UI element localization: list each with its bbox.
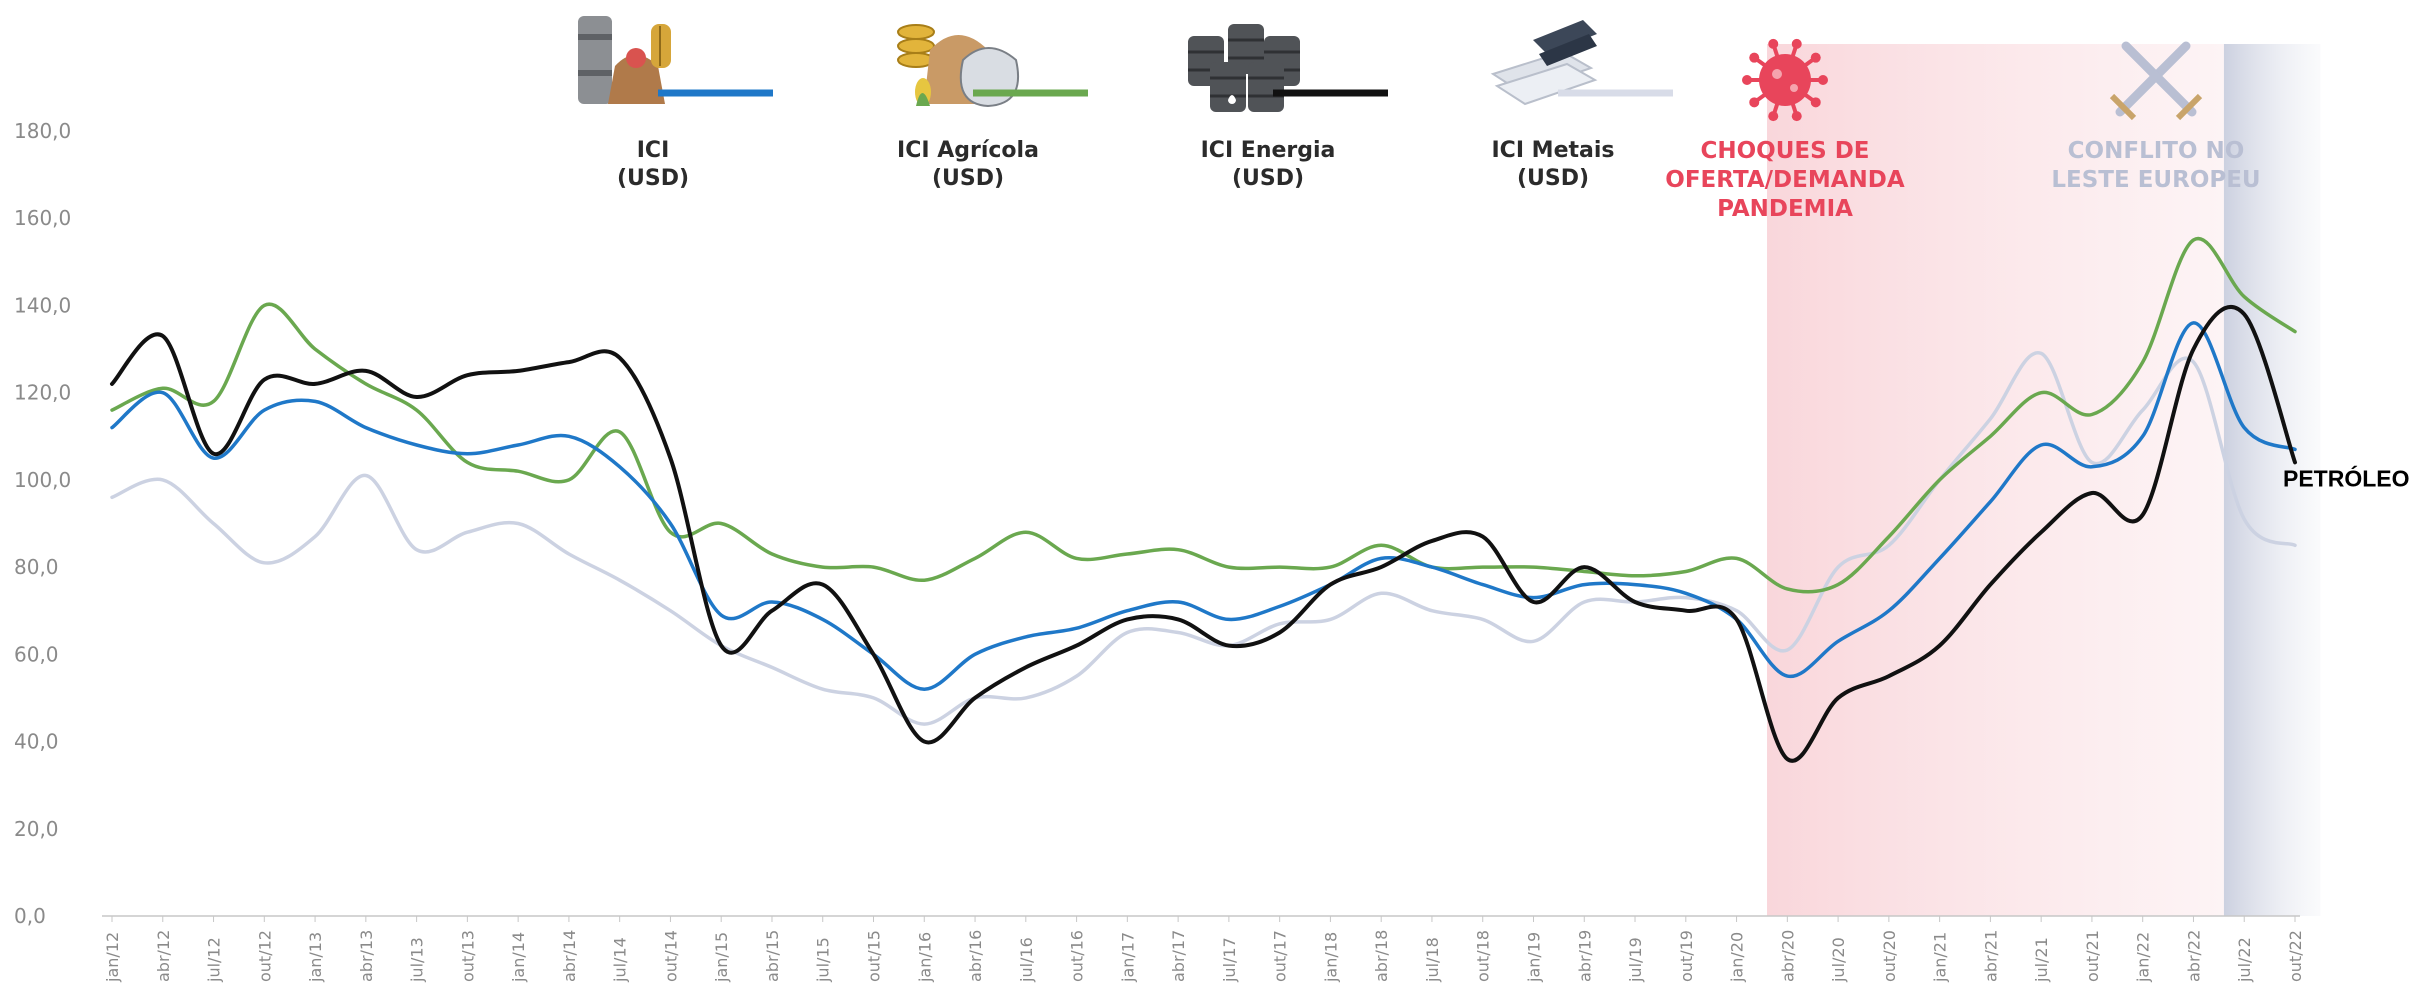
- y-tick-label: 140,0: [14, 293, 71, 317]
- period-bands: [1767, 44, 2321, 916]
- x-tick-label: abr/21: [1981, 930, 2000, 982]
- x-axis: jan/12 abr/12 jul/12 out/12 jan/13 abr/13 jul/…: [102, 915, 2305, 983]
- series-line-ici-agricola: [110, 236, 2297, 594]
- x-tick-label: jul/13: [408, 937, 427, 983]
- x-tick-label: abr/15: [763, 930, 782, 982]
- y-tick-label: 20,0: [14, 817, 59, 841]
- y-tick-label: 120,0: [14, 381, 71, 405]
- x-tick-label: out/14: [661, 930, 680, 982]
- virus-icon: [1742, 38, 1828, 122]
- x-tick-label: jan/22: [2134, 932, 2153, 983]
- legend-label: ICI Agrícola: [897, 138, 1039, 163]
- x-tick-label: out/16: [1068, 930, 1087, 982]
- y-tick-label: 160,0: [14, 206, 71, 230]
- x-tick-label: abr/19: [1575, 930, 1594, 982]
- food-basket-barrels-icon: [578, 16, 671, 104]
- period-label-line: PANDEMIA: [1717, 196, 1853, 222]
- x-tick-label: jul/16: [1017, 937, 1036, 983]
- x-tick-label: abr/18: [1372, 930, 1391, 982]
- period-label-line: LESTE EUROPEU: [2051, 167, 2260, 193]
- x-tick-label: jan/17: [1118, 932, 1137, 983]
- x-tick-label: jan/21: [1931, 932, 1950, 983]
- x-tick-label: out/12: [255, 930, 274, 982]
- x-tick-label: abr/20: [1778, 930, 1797, 982]
- x-tick-label: jan/12: [103, 932, 122, 983]
- legend-item-ici: ICI (USD): [578, 16, 773, 191]
- series-line-ici: [110, 321, 2297, 691]
- y-tick-label: 40,0: [14, 730, 59, 754]
- x-tick-label: jul/12: [205, 937, 224, 983]
- x-tick-label: jul/18: [1423, 937, 1442, 983]
- legend-item-ici-energia: ICI Energia (USD): [1188, 24, 1388, 191]
- legend-label: ICI Energia: [1201, 138, 1336, 163]
- legend: ICI (USD) ICI Agrícola (USD) ICI Energia (USD…: [578, 16, 1673, 191]
- y-tick-label: 0,0: [14, 904, 46, 928]
- series-line-ici-metais: [110, 351, 2297, 726]
- legend-label: ICI Metais: [1492, 138, 1615, 163]
- x-tick-label: jul/19: [1626, 937, 1645, 983]
- x-tick-label: abr/22: [2184, 930, 2203, 982]
- x-tick-label: jan/16: [915, 932, 934, 983]
- agricultural-commodities-icon: [897, 24, 1020, 108]
- end-label-petroleo: PETRÓLEO: [2283, 464, 2410, 491]
- legend-item-ici-metais: ICI Metais (USD): [1490, 20, 1673, 191]
- period-label-line: CHOQUES DE: [1701, 138, 1870, 164]
- series-line-ici-energia: [110, 305, 2297, 763]
- x-tick-label: out/13: [458, 930, 477, 982]
- legend-label-unit: (USD): [932, 166, 1004, 191]
- x-tick-label: out/22: [2286, 930, 2305, 982]
- x-tick-label: out/20: [1880, 930, 1899, 982]
- x-tick-label: abr/17: [1169, 930, 1188, 982]
- period-label-pandemia: CHOQUES DE OFERTA/DEMANDA PANDEMIA: [1665, 38, 1905, 222]
- x-tick-label: abr/12: [154, 930, 173, 982]
- metal-bars-icon: [1490, 20, 1598, 106]
- x-tick-label: jan/13: [306, 932, 325, 983]
- oil-barrels-icon: [1188, 24, 1300, 112]
- legend-label-unit: (USD): [617, 166, 689, 191]
- x-tick-label: abr/14: [560, 930, 579, 982]
- x-tick-label: abr/13: [357, 930, 376, 982]
- x-tick-label: jul/21: [2032, 937, 2051, 983]
- legend-label: ICI: [637, 138, 670, 163]
- y-tick-label: 100,0: [14, 468, 71, 492]
- x-tick-label: jul/15: [814, 937, 833, 983]
- x-tick-label: jul/20: [1829, 937, 1848, 983]
- period-labels: CHOQUES DE OFERTA/DEMANDA PANDEMIA CONFLITO…: [1665, 38, 2261, 222]
- x-tick-label: out/21: [2083, 930, 2102, 982]
- y-tick-label: 180,0: [14, 119, 71, 143]
- y-tick-label: 60,0: [14, 642, 59, 666]
- crossed-swords-icon: [2109, 41, 2203, 121]
- y-axis: 0,0 20,0 40,0 60,0 80,0 100,0 120,0 140,0 160,0 1…: [14, 119, 71, 928]
- period-band-conflito: [2223, 44, 2321, 916]
- x-tick-label: jul/17: [1220, 937, 1239, 983]
- x-tick-label: jan/18: [1321, 932, 1340, 983]
- legend-label-unit: (USD): [1517, 166, 1589, 191]
- period-label-line: OFERTA/DEMANDA: [1665, 167, 1905, 193]
- x-tick-label: jan/19: [1524, 932, 1543, 983]
- legend-label-unit: (USD): [1232, 166, 1304, 191]
- x-tick-label: out/18: [1474, 930, 1493, 982]
- x-tick-label: out/19: [1677, 930, 1696, 982]
- x-tick-label: out/15: [865, 930, 884, 982]
- x-tick-label: jan/20: [1728, 932, 1747, 983]
- x-tick-label: abr/16: [966, 930, 985, 982]
- x-tick-label: jul/22: [2235, 937, 2254, 983]
- y-tick-label: 80,0: [14, 555, 59, 579]
- x-tick-label: out/17: [1271, 930, 1290, 982]
- x-tick-label: jul/14: [611, 937, 630, 983]
- x-tick-label: jan/15: [712, 932, 731, 983]
- period-label-line: CONFLITO NO: [2068, 138, 2245, 164]
- x-tick-label: jan/14: [509, 932, 528, 983]
- period-band-pandemia: [1767, 44, 2224, 916]
- period-label-conflito: CONFLITO NO LESTE EUROPEU: [2051, 41, 2261, 193]
- legend-item-ici-agricola: ICI Agrícola (USD): [897, 24, 1088, 191]
- series-lines: [110, 236, 2297, 763]
